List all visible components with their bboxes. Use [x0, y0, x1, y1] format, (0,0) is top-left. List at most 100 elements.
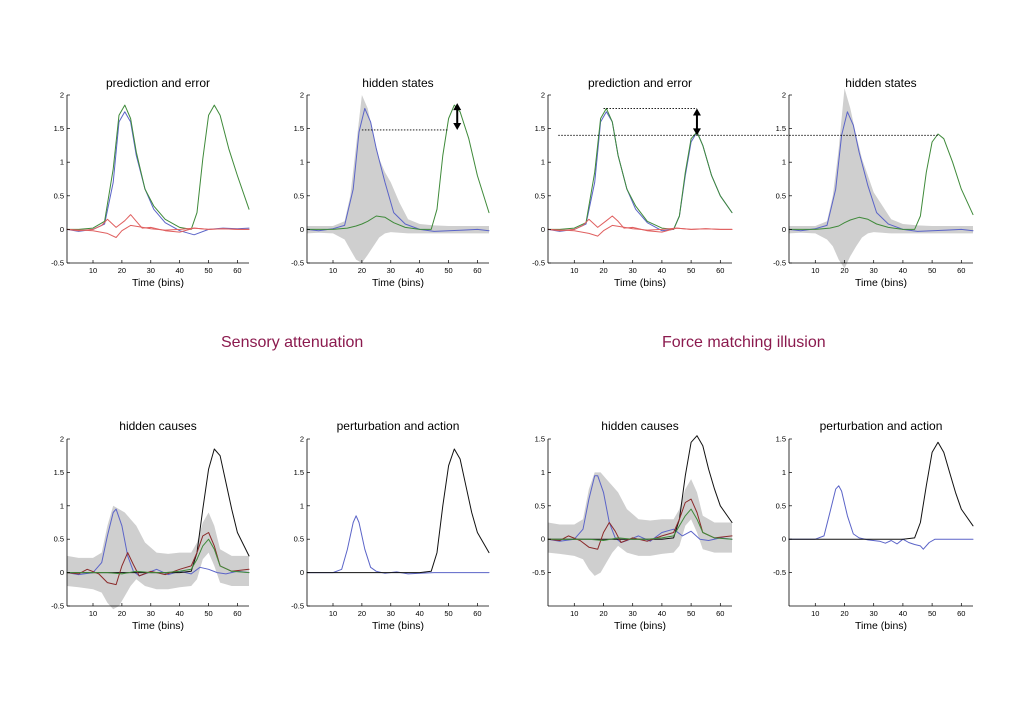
x-tick-label: 60 — [233, 266, 241, 275]
y-tick-label: 2 — [60, 91, 64, 100]
y-tick-label: 1 — [541, 468, 545, 477]
y-tick-label: 0.5 — [294, 191, 304, 200]
x-tick-label: 10 — [570, 266, 578, 275]
y-tick-label: -0.5 — [773, 568, 786, 577]
y-tick-label: -0.5 — [51, 602, 64, 611]
y-tick-label: 1.5 — [54, 468, 64, 477]
x-tick-label: 20 — [599, 266, 607, 275]
x-tick-label: 50 — [928, 266, 936, 275]
x-tick-label: 60 — [473, 609, 481, 618]
x-axis-label: Time (bins) — [132, 620, 184, 632]
y-tick-label: 0 — [300, 225, 304, 234]
y-tick-label: 0 — [541, 535, 545, 544]
y-tick-label: 2 — [300, 435, 304, 444]
x-tick-label: 10 — [329, 609, 337, 618]
series-line-1 — [547, 111, 733, 232]
series-line-1 — [788, 485, 974, 550]
series-line-4 — [547, 224, 733, 237]
x-tick-label: 10 — [329, 266, 337, 275]
y-tick-label: 1 — [300, 501, 304, 510]
y-tick-label: 0.5 — [535, 191, 545, 200]
y-tick-label: 1 — [300, 158, 304, 167]
series-line-1 — [306, 107, 490, 232]
x-tick-label: 20 — [840, 266, 848, 275]
chart-panel-7: hidden causes -0.5 0 0.5 1 1.5 10 20 30 40 50 60 Tim… — [532, 419, 733, 632]
chart-title: hidden states — [845, 76, 916, 90]
y-tick-label: 1 — [60, 158, 64, 167]
x-tick-label: 50 — [204, 609, 212, 618]
series-line-3 — [547, 498, 733, 550]
series-line-2 — [306, 104, 490, 230]
x-tick-label: 50 — [687, 609, 695, 618]
x-tick-label: 60 — [716, 266, 724, 275]
y-tick-label: 1 — [541, 158, 545, 167]
x-tick-label: 50 — [444, 266, 452, 275]
arrow-head-down — [453, 122, 462, 130]
x-tick-label: 40 — [658, 266, 666, 275]
x-axis-label: Time (bins) — [855, 620, 907, 632]
y-tick-label: 1.5 — [294, 124, 304, 133]
x-tick-label: 20 — [118, 609, 126, 618]
y-tick-label: 1.5 — [776, 435, 786, 444]
y-tick-label: 1.5 — [535, 435, 545, 444]
x-tick-label: 10 — [89, 266, 97, 275]
series-line-1 — [788, 111, 974, 232]
x-axis-label: Time (bins) — [614, 277, 666, 289]
series-line-4 — [547, 508, 733, 541]
x-tick-label: 40 — [175, 609, 183, 618]
x-tick-label: 40 — [899, 266, 907, 275]
y-tick-label: -0.5 — [291, 259, 304, 268]
y-tick-label: 0.5 — [776, 191, 786, 200]
x-tick-label: 60 — [716, 609, 724, 618]
y-tick-label: 1.5 — [776, 124, 786, 133]
chart-title: perturbation and action — [337, 419, 460, 433]
y-tick-label: 1 — [60, 501, 64, 510]
x-tick-label: 60 — [957, 266, 965, 275]
x-tick-label: 20 — [840, 609, 848, 618]
y-tick-label: 0.5 — [294, 535, 304, 544]
y-tick-label: -0.5 — [291, 602, 304, 611]
chart-panel-8: perturbation and action -0.5 0 0.5 1 1.5 10 20 3… — [773, 419, 974, 632]
chart-title: hidden causes — [119, 419, 196, 433]
series-line-3 — [66, 532, 250, 586]
chart-panel-5: hidden causes -0.5 0 0.5 1 1.5 2 10 20 30 40 50 60 Ti… — [51, 419, 250, 632]
y-tick-label: 1.5 — [54, 124, 64, 133]
series-line-2 — [788, 133, 974, 230]
chart-panel-6: perturbation and action -0.5 0 0.5 1 1.5 2 10 20… — [291, 419, 490, 632]
y-tick-label: 0 — [782, 535, 786, 544]
y-tick-label: 2 — [541, 91, 545, 100]
series-line-2 — [547, 107, 733, 230]
x-tick-label: 20 — [358, 266, 366, 275]
x-tick-label: 40 — [415, 609, 423, 618]
chart-title: hidden causes — [601, 419, 678, 433]
x-tick-label: 60 — [957, 609, 965, 618]
x-axis-label: Time (bins) — [855, 277, 907, 289]
y-tick-label: 0 — [300, 568, 304, 577]
y-tick-label: -0.5 — [532, 568, 545, 577]
series-line-2 — [788, 441, 974, 540]
y-tick-label: -0.5 — [532, 259, 545, 268]
x-tick-label: 10 — [89, 609, 97, 618]
x-tick-label: 20 — [599, 609, 607, 618]
y-tick-label: 1 — [782, 158, 786, 167]
x-tick-label: 10 — [811, 266, 819, 275]
arrow-head-up — [692, 108, 701, 116]
x-tick-label: 10 — [570, 609, 578, 618]
y-tick-label: 0.5 — [535, 501, 545, 510]
chart-panel-2: hidden states -0.5 0 0.5 1 1.5 2 10 20 30 40 50 60 Ti… — [291, 76, 490, 289]
x-tick-label: 50 — [928, 609, 936, 618]
chart-panel-4: hidden states -0.5 0 0.5 1 1.5 2 10 20 30 40 50 60 Ti… — [558, 76, 974, 289]
chart-title: perturbation and action — [820, 419, 943, 433]
chart-panel-1: prediction and error -0.5 0 0.5 1 1.5 2 10 20 30 4… — [51, 76, 250, 289]
x-tick-label: 30 — [629, 266, 637, 275]
chart-panel-3: prediction and error -0.5 0 0.5 1 1.5 2 10 20 30 4… — [532, 76, 733, 289]
x-tick-label: 30 — [870, 609, 878, 618]
x-tick-label: 10 — [811, 609, 819, 618]
x-tick-label: 30 — [387, 266, 395, 275]
section-title-force-matching-illusion: Force matching illusion — [662, 334, 826, 351]
x-tick-label: 60 — [473, 266, 481, 275]
x-tick-label: 50 — [204, 266, 212, 275]
series-line-1 — [66, 111, 250, 236]
x-axis-label: Time (bins) — [372, 620, 424, 632]
x-tick-label: 40 — [415, 266, 423, 275]
